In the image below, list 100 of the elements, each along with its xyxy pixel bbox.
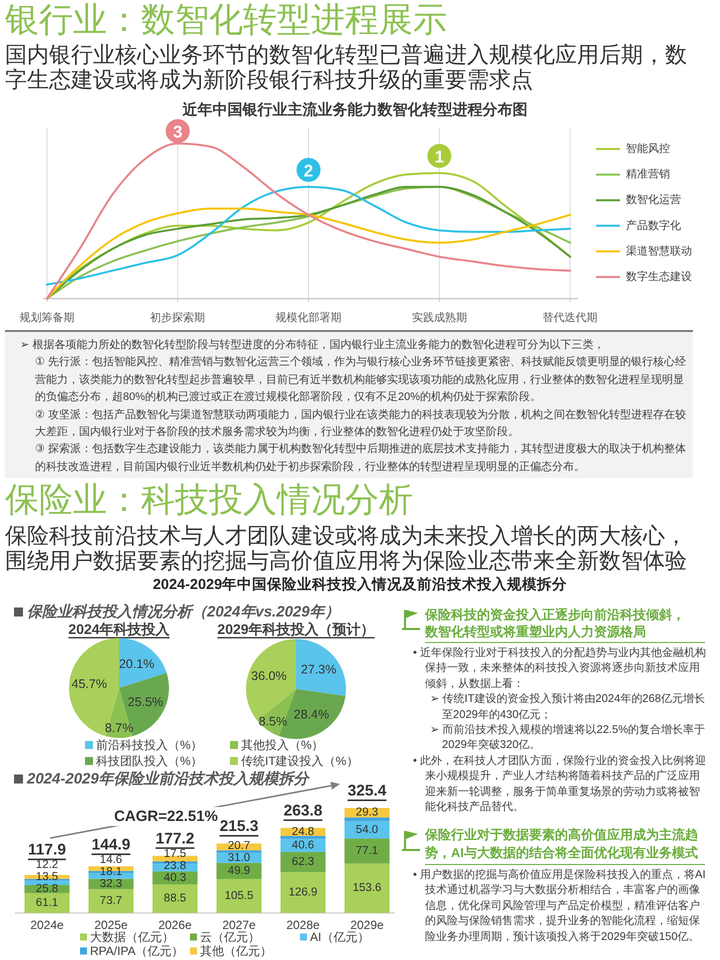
bar <box>344 863 390 913</box>
data-label: 77.1 <box>356 844 378 857</box>
text: ➢ 根据各项能力所处的数智化转型阶段与转型进度的分布特征，国内银行业主流业务能力的数智化进程可分为以下三类， <box>20 338 606 353</box>
x-tick-label: 2025e <box>94 918 128 932</box>
x-tick-label: 2028e <box>286 918 320 932</box>
bar <box>24 893 70 913</box>
text: ③ 探索派：包括数字生态建设能力，该类能力属于机构数智化转型中后期推进的底层技术支持能力，其转型进度极大的取决于机构整体的科技改造进程，目前国内银行业近半数机构仍处于初步探索阶段，行业整体的转型进程呈现明显的正偏态分布。 <box>35 442 687 475</box>
data-label: 126.9 <box>288 886 318 899</box>
text: 保险业科技投入情况分析（2024年vs.2029年） <box>27 604 340 620</box>
legend-label: 前沿科技投入（%） <box>96 738 203 752</box>
data-label: 20.1% <box>118 656 154 671</box>
legend-label: 其他投入（%） <box>241 738 324 752</box>
annotation: 3 <box>172 122 182 142</box>
data-label: 40.3 <box>164 872 186 884</box>
data-label: 23.8 <box>164 860 186 872</box>
data-label: 153.6 <box>352 882 382 894</box>
legend-label: 精准营销 <box>626 168 670 181</box>
x-tick-label: 规划筹备期 <box>19 311 74 324</box>
data-label: 49.9 <box>228 864 250 877</box>
chart-title: 2024-2029年保险业前沿技术投入规模拆分 <box>26 770 311 788</box>
data-label: 29.3 <box>356 806 378 819</box>
data-label: 40.6 <box>292 839 314 852</box>
bar <box>216 878 262 913</box>
data-label: 8.7% <box>104 721 134 735</box>
data-label: 8.5% <box>258 714 288 729</box>
text: ① 先行派：包括智能风控、精准营销与数智化运营三个领域，作为与银行核心业务环节链接更紧密、科技赋能反馈更明显的银行核心经营能力，该类能力的数智化转型起步普遍较早，目前已有近半数机构能够实现该项功能的成熟化应用，行业整体的数智化进程呈现明显的负偏态分布，超80%的机构已渡过或正在渡过规模化部署阶段，仅有不足20%的机构仍处于探索阶段。 <box>35 354 687 406</box>
annotation: 1 <box>434 147 444 166</box>
data-label: 32.3 <box>100 878 122 890</box>
chart-title: 2024年科技投入 <box>68 621 171 637</box>
data-label: 73.7 <box>100 895 122 908</box>
total-label: 117.9 <box>28 842 66 859</box>
x-tick-label: 2026e <box>158 918 192 932</box>
legend-label: 数字生态建设 <box>626 270 692 283</box>
data-label: 12.2 <box>36 859 58 872</box>
annotation: CAGR=22.51% <box>114 808 218 825</box>
text: 国内银行业核心业务环节的数智化转型已普遍进入规模化应用后期，数字生态建设或将成为新阶段银行科技升级的重要需求点 <box>5 42 688 92</box>
text: ② 攻坚派：包括产品数智化与渠道智慧联动两项能力，国内银行业在该类能力的科技表现较为分散，机构之间在数智化转型进程存在较大差距，国内银行业对于各阶段的技术服务需求较为均衡，行业整体的数智化进程仍处于攻坚阶段。 <box>35 408 687 440</box>
total-label: 215.3 <box>220 818 259 836</box>
bar <box>344 821 390 839</box>
bar <box>152 884 198 913</box>
data-label: 24.8 <box>292 826 314 838</box>
text: • 近年保险行业对于科技投入的分配趋势与业内其他金融机构保持一致，未来整体的科技投入资源将逐步向新技术应用倾斜，从数据上看： <box>413 646 708 692</box>
legend-label: 智能风控 <box>626 142 670 155</box>
bar <box>344 838 390 864</box>
data-label: 28.4% <box>294 708 330 722</box>
legend-label: 大数据（亿元） <box>90 930 174 944</box>
data-label: 45.7% <box>72 676 107 691</box>
bar <box>280 872 326 913</box>
bar <box>280 852 326 872</box>
legend-label: AI（亿元） <box>310 930 370 944</box>
pie-slice <box>119 638 167 688</box>
x-tick-label: 规模化部署期 <box>276 311 342 324</box>
text: • 此外，在科技人才团队方面，保险行业的资金投入比例将迎来小规模提升，产业人才结构将随着科技产品的广泛应用迎来新一轮调整，服务于简单重复场景的劳动力或将被智能化科技产品替代。 <box>413 754 708 816</box>
legend-label: 其他（亿元） <box>200 944 272 958</box>
total-label: 263.8 <box>284 802 323 820</box>
total-label: 325.4 <box>348 782 387 800</box>
text: 2024-2029年中国保险业科技投入情况及前沿技术投入规模拆分 <box>152 576 568 594</box>
data-label: 61.1 <box>36 897 58 910</box>
pie-slice <box>296 639 346 696</box>
text: 保险行业对于数据要素的高价值应用成为主流趋势，AI与大数据的结合将全面优化现有业务模式 <box>425 826 699 862</box>
legend-label: 云（亿元） <box>200 930 260 944</box>
x-tick-label: 替代迭代期 <box>542 311 598 324</box>
data-label: 20.7 <box>228 840 250 852</box>
data-label: 31.0 <box>228 852 250 864</box>
x-tick-label: 2024e <box>30 918 64 932</box>
data-label: 36.0% <box>251 669 287 684</box>
x-tick-label: 2029e <box>350 918 384 932</box>
total-label: 144.9 <box>92 836 131 854</box>
total-label: 177.2 <box>156 830 194 848</box>
text: 保险科技前沿技术与人才团队建设或将成为未来投入增长的两大核心，围绕用户数据要素的挖掘与高价值应用将为保险业态带来全新数智体验 <box>5 523 688 573</box>
bar <box>344 817 390 822</box>
text: ➢ 而前沿技术投入规模的增速将以22.5%的复合增长率于2029年突破320亿。 <box>430 723 706 754</box>
data-label: 88.5 <box>164 892 186 905</box>
legend-label: 渠道智慧联动 <box>626 244 692 258</box>
data-label: 105.5 <box>224 890 254 902</box>
legend-label: 科技团队投入（%） <box>96 754 203 768</box>
bar <box>24 880 70 885</box>
data-label: 27.3% <box>300 662 336 676</box>
annotation: 2 <box>304 161 314 180</box>
text: 银行业：数智化转型进程展示 <box>5 0 448 40</box>
legend-label: RPA/IPA（亿元） <box>90 944 184 958</box>
text: 保险科技的资金投入正逐步向前沿科技倾斜，数智化转型或将重塑业内人力资源格局 <box>425 606 686 640</box>
x-tick-label: 初步探索期 <box>150 311 206 324</box>
x-tick-label: 2027e <box>222 918 256 932</box>
data-label: 54.0 <box>356 824 378 836</box>
data-label: 62.3 <box>292 856 314 868</box>
legend-label: 传统IT建设投入（%） <box>241 754 358 768</box>
chart-title: 近年中国银行业主流业务能力数智化转型进程分布图 <box>182 100 528 118</box>
x-tick-label: 实践成熟期 <box>412 311 467 324</box>
text: ➢ 传统IT建设的资金投入预计将由2024年的268亿元增长至2029年的430亿元； <box>430 692 706 723</box>
chart-title: 2029年科技投入（预计） <box>217 621 375 637</box>
bar <box>88 889 134 913</box>
legend-label: 数智化运营 <box>626 193 681 206</box>
data-label: 25.8 <box>36 883 58 896</box>
text: 保险业：科技投入情况分析 <box>5 480 414 520</box>
legend-label: 产品数字化 <box>626 218 681 232</box>
data-label: 25.5% <box>128 695 164 710</box>
bar <box>216 850 262 853</box>
bar <box>280 836 326 839</box>
data-label: 14.6 <box>100 854 122 866</box>
